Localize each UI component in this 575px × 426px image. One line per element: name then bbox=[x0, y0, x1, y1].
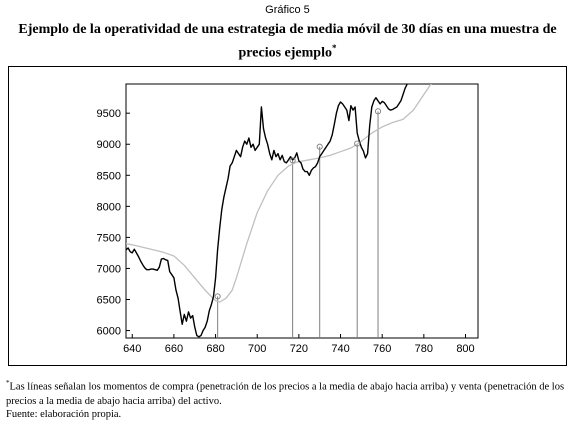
y-tick-label: 6000 bbox=[97, 326, 121, 338]
signal-marker bbox=[354, 140, 361, 147]
footnote-mark: * bbox=[6, 379, 10, 387]
y-tick-label: 7500 bbox=[97, 232, 121, 244]
x-tick-label: 680 bbox=[206, 343, 224, 355]
footnote-text: Las líneas señalan los momentos de compr… bbox=[6, 381, 565, 407]
x-tick-label: 700 bbox=[248, 343, 266, 355]
y-tick-label: 9000 bbox=[97, 139, 121, 151]
figure-caption: Gráfico 5 bbox=[265, 4, 310, 16]
signal-marker bbox=[316, 143, 323, 150]
y-tick-label: 7000 bbox=[97, 263, 121, 275]
y-axis: 6000 6500 7000 7500 8000 8500 9000 9500 bbox=[97, 108, 130, 338]
x-tick-label: 640 bbox=[123, 343, 141, 355]
price-line bbox=[126, 84, 408, 338]
x-axis: 640 660 680 700 720 740 760 780 800 bbox=[123, 334, 475, 355]
footnote: *Las líneas señalan los momentos de comp… bbox=[6, 376, 569, 409]
signal-markers bbox=[214, 108, 382, 300]
x-tick-label: 720 bbox=[290, 343, 308, 355]
title-footnote-mark: * bbox=[331, 43, 337, 53]
chart-title: Ejemplo de la operatividad de una estrat… bbox=[10, 21, 565, 63]
source-note: Fuente: elaboración propia. bbox=[6, 409, 122, 420]
signal-marker bbox=[289, 157, 296, 164]
x-tick-label: 760 bbox=[373, 343, 391, 355]
signal-marker bbox=[374, 108, 382, 115]
x-tick-label: 660 bbox=[165, 343, 183, 355]
y-tick-label: 6500 bbox=[97, 294, 121, 306]
y-tick-label: 9500 bbox=[97, 108, 121, 120]
signal-marker bbox=[214, 293, 221, 300]
x-tick-label: 740 bbox=[331, 343, 349, 355]
y-tick-label: 8000 bbox=[97, 201, 121, 213]
chart-title-text: Ejemplo de la operatividad de una estrat… bbox=[18, 22, 557, 61]
x-tick-label: 780 bbox=[415, 343, 433, 355]
y-tick-label: 8500 bbox=[97, 170, 121, 182]
x-tick-label: 800 bbox=[456, 343, 474, 355]
chart-frame bbox=[8, 66, 567, 366]
plot-area bbox=[125, 83, 479, 339]
moving-average-line bbox=[126, 84, 432, 303]
signal-lines bbox=[217, 111, 379, 338]
series-lines bbox=[126, 84, 432, 338]
